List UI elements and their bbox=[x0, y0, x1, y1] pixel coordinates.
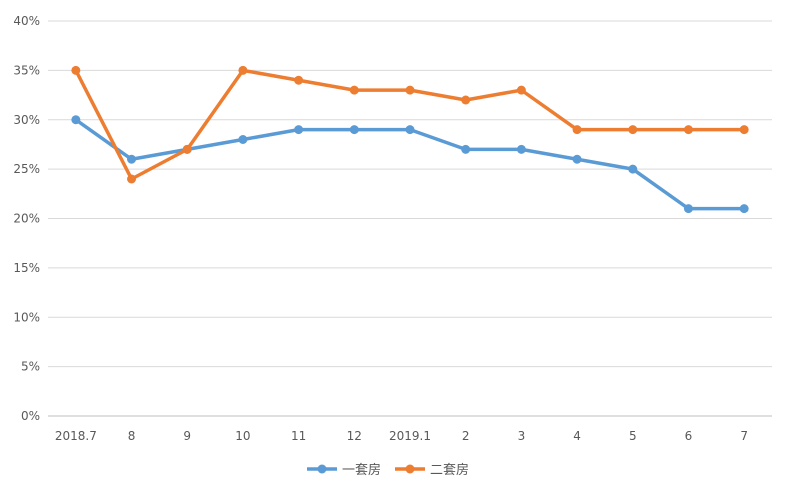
data-point bbox=[683, 125, 693, 135]
x-tick-label: 4 bbox=[573, 429, 581, 443]
y-tick-label: 0% bbox=[21, 409, 40, 423]
y-tick-label: 25% bbox=[13, 162, 40, 176]
data-point bbox=[349, 125, 359, 135]
y-tick-label: 35% bbox=[13, 63, 40, 77]
data-point bbox=[739, 125, 749, 135]
legend-marker bbox=[317, 464, 327, 474]
data-point bbox=[405, 125, 415, 135]
legend-label: 一套房 bbox=[342, 462, 381, 478]
y-axis-ticks: 0% 5% 10% 15% 20% 25% 30% 35% 40% bbox=[13, 14, 40, 423]
data-point bbox=[572, 154, 582, 164]
y-tick-label: 40% bbox=[13, 14, 40, 28]
x-tick-label: 6 bbox=[685, 429, 693, 443]
data-point bbox=[294, 75, 304, 85]
data-point bbox=[628, 164, 638, 174]
x-axis-ticks: 2018.7 8 9 10 11 12 2019.1 2 3 4 5 6 7 bbox=[55, 429, 748, 443]
data-point bbox=[182, 144, 192, 154]
legend-item: 二套房 bbox=[395, 462, 469, 478]
legend-item: 一套房 bbox=[307, 462, 381, 478]
y-tick-label: 30% bbox=[13, 113, 40, 127]
series-lines bbox=[71, 65, 749, 214]
legend: 一套房 二套房 bbox=[307, 462, 469, 478]
data-point bbox=[238, 135, 248, 144]
x-tick-label: 11 bbox=[291, 429, 306, 443]
x-tick-label: 8 bbox=[128, 429, 136, 443]
series-2 bbox=[71, 65, 749, 184]
data-point bbox=[238, 65, 248, 75]
x-tick-label: 12 bbox=[347, 429, 362, 443]
data-point bbox=[683, 204, 693, 214]
x-tick-label: 2019.1 bbox=[389, 429, 431, 443]
data-point bbox=[516, 144, 526, 154]
x-tick-label: 9 bbox=[183, 429, 191, 443]
data-point bbox=[127, 174, 137, 184]
legend-marker bbox=[405, 464, 415, 474]
y-tick-label: 15% bbox=[13, 261, 40, 275]
y-tick-label: 5% bbox=[21, 360, 40, 374]
x-tick-label: 10 bbox=[235, 429, 250, 443]
data-point bbox=[405, 85, 415, 95]
y-tick-label: 20% bbox=[13, 212, 40, 226]
gridlines bbox=[48, 20, 772, 417]
data-point bbox=[71, 115, 81, 125]
x-tick-label: 3 bbox=[518, 429, 526, 443]
data-point bbox=[461, 144, 471, 154]
data-point bbox=[349, 85, 359, 95]
data-point bbox=[572, 125, 582, 135]
data-point bbox=[461, 95, 471, 105]
x-tick-label: 7 bbox=[740, 429, 748, 443]
x-tick-label: 5 bbox=[629, 429, 637, 443]
legend-label: 二套房 bbox=[430, 462, 469, 478]
y-tick-label: 10% bbox=[13, 310, 40, 324]
data-point bbox=[516, 85, 526, 95]
data-point bbox=[71, 65, 81, 75]
data-point bbox=[739, 204, 749, 214]
x-tick-label: 2 bbox=[462, 429, 470, 443]
data-point bbox=[294, 125, 304, 135]
x-tick-label: 2018.7 bbox=[55, 429, 97, 443]
data-point bbox=[127, 154, 137, 164]
data-point bbox=[628, 125, 638, 135]
